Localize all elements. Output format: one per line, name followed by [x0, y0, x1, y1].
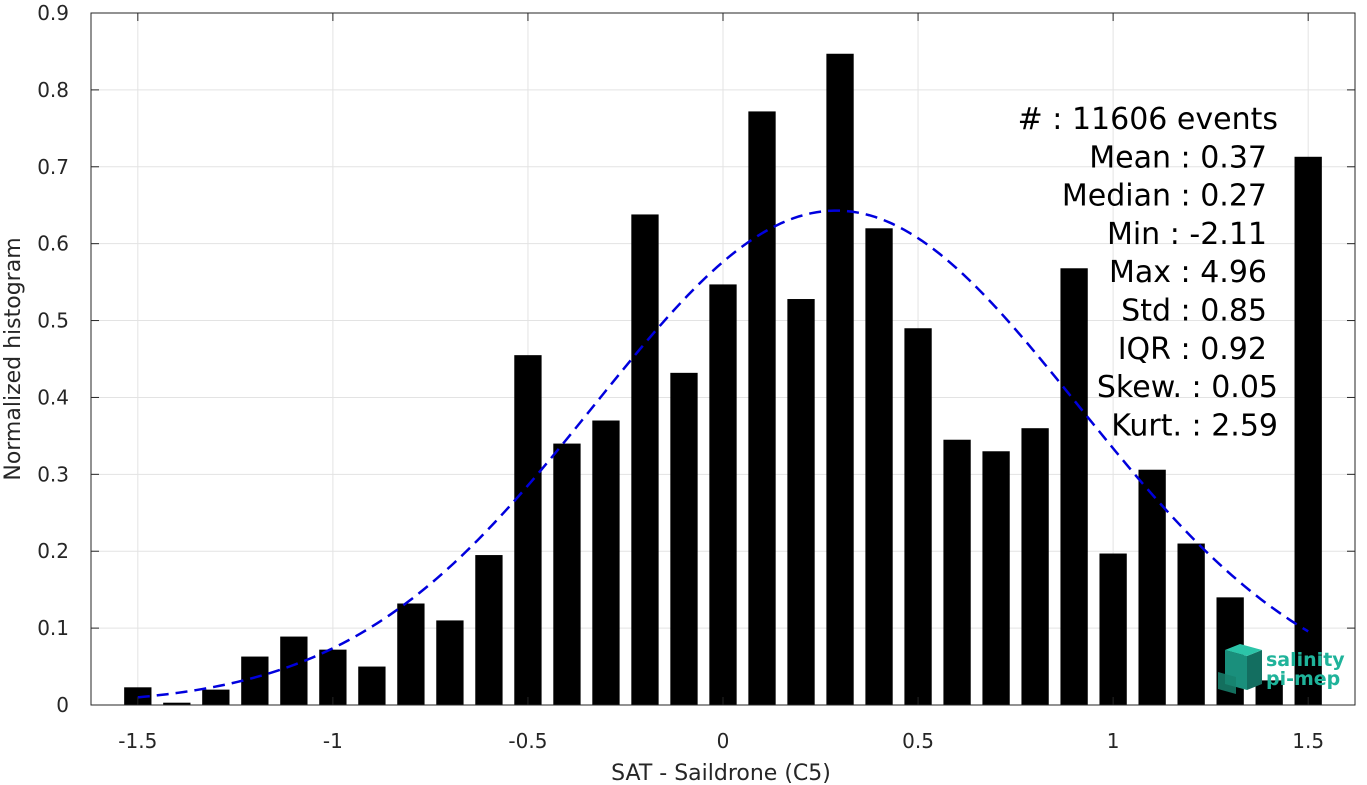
normal-fit-curve [137, 209, 1309, 699]
y-tick-label: 0.5 [37, 309, 69, 333]
x-axis-label: SAT - Saildrone (C5) [611, 761, 831, 785]
stat-line: Min : -2.11 [1107, 217, 1267, 252]
histogram-bar [904, 328, 932, 705]
y-axis-ticks: 0 0.1 0.2 0.3 0.4 0.5 0.6 0.7 0.8 0.9 [37, 1, 1355, 717]
stat-line: # : 11606 events [1018, 102, 1278, 137]
y-tick-label: 0.8 [37, 78, 69, 102]
histogram-bar [943, 439, 971, 705]
histogram-bar [475, 555, 503, 705]
histogram-bar [826, 53, 854, 706]
x-tick-label: -0.5 [508, 729, 547, 753]
histogram-bar [631, 214, 659, 705]
histogram-bar [514, 355, 542, 705]
logo-line-2: pi-mep [1266, 668, 1340, 690]
histogram-bar [1294, 156, 1322, 705]
y-tick-label: 0.7 [37, 155, 69, 179]
histogram-bar [241, 656, 269, 705]
histogram-bar [436, 620, 464, 705]
stat-line: Median : 0.27 [1062, 179, 1267, 214]
histogram-bar [1060, 268, 1088, 705]
histogram-bar [709, 284, 737, 705]
stat-line: IQR : 0.92 [1118, 332, 1267, 367]
stat-line: Kurt. : 2.59 [1111, 408, 1278, 443]
y-tick-label: 0.3 [37, 462, 69, 486]
x-axis-ticks: -1.5 -1 -0.5 0 0.5 1 1.5 [118, 13, 1324, 753]
histogram-bar [787, 299, 815, 705]
histogram-bars [124, 53, 1322, 706]
cube-icon [1218, 644, 1262, 694]
histogram-bar [865, 228, 893, 706]
y-tick-label: 0 [56, 693, 69, 717]
y-tick-label: 0.9 [37, 1, 69, 25]
x-tick-label: 0.5 [902, 729, 934, 753]
histogram-bar [1177, 543, 1205, 705]
histogram-bar [280, 636, 308, 705]
y-tick-label: 0.6 [37, 232, 69, 256]
x-tick-label: -1.5 [118, 729, 157, 753]
salinity-pimep-logo: salinity pi-mep [1218, 644, 1345, 694]
stat-line: Std : 0.85 [1121, 294, 1267, 329]
logo-line-1: salinity [1266, 649, 1345, 671]
histogram-bar [319, 649, 347, 705]
y-axis-label: Normalized histogram [1, 237, 26, 480]
histogram-bar [397, 603, 425, 705]
histogram-bar [670, 372, 698, 705]
histogram-bar [1021, 428, 1049, 705]
y-tick-label: 0.1 [37, 616, 69, 640]
stat-line: Max : 4.96 [1109, 255, 1267, 290]
histogram-bar [592, 420, 620, 705]
x-tick-label: -1 [323, 729, 343, 753]
histogram-bar [202, 689, 230, 705]
y-tick-label: 0.4 [37, 385, 69, 409]
histogram-bar [553, 443, 581, 705]
y-tick-label: 0.2 [37, 539, 69, 563]
histogram-bar [982, 451, 1010, 705]
histogram-bar [748, 111, 776, 705]
stat-line: Skew. : 0.05 [1097, 370, 1278, 405]
histogram-bar [1099, 553, 1127, 705]
histogram-bar [163, 702, 191, 705]
histogram-bar [1138, 469, 1166, 705]
x-tick-label: 0 [717, 729, 730, 753]
histogram-bar [358, 666, 386, 705]
x-tick-label: 1 [1107, 729, 1120, 753]
x-tick-label: 1.5 [1292, 729, 1324, 753]
stat-line: Mean : 0.37 [1089, 140, 1267, 175]
